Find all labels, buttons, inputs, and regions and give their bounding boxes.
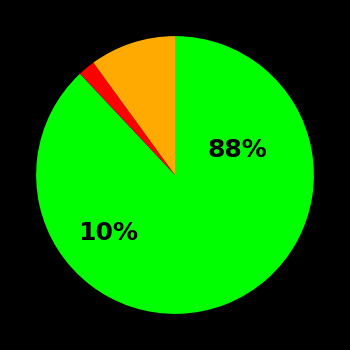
Wedge shape [36,36,314,314]
Text: 10%: 10% [78,221,138,245]
Text: 88%: 88% [208,138,267,162]
Wedge shape [80,63,175,175]
Wedge shape [93,36,175,175]
